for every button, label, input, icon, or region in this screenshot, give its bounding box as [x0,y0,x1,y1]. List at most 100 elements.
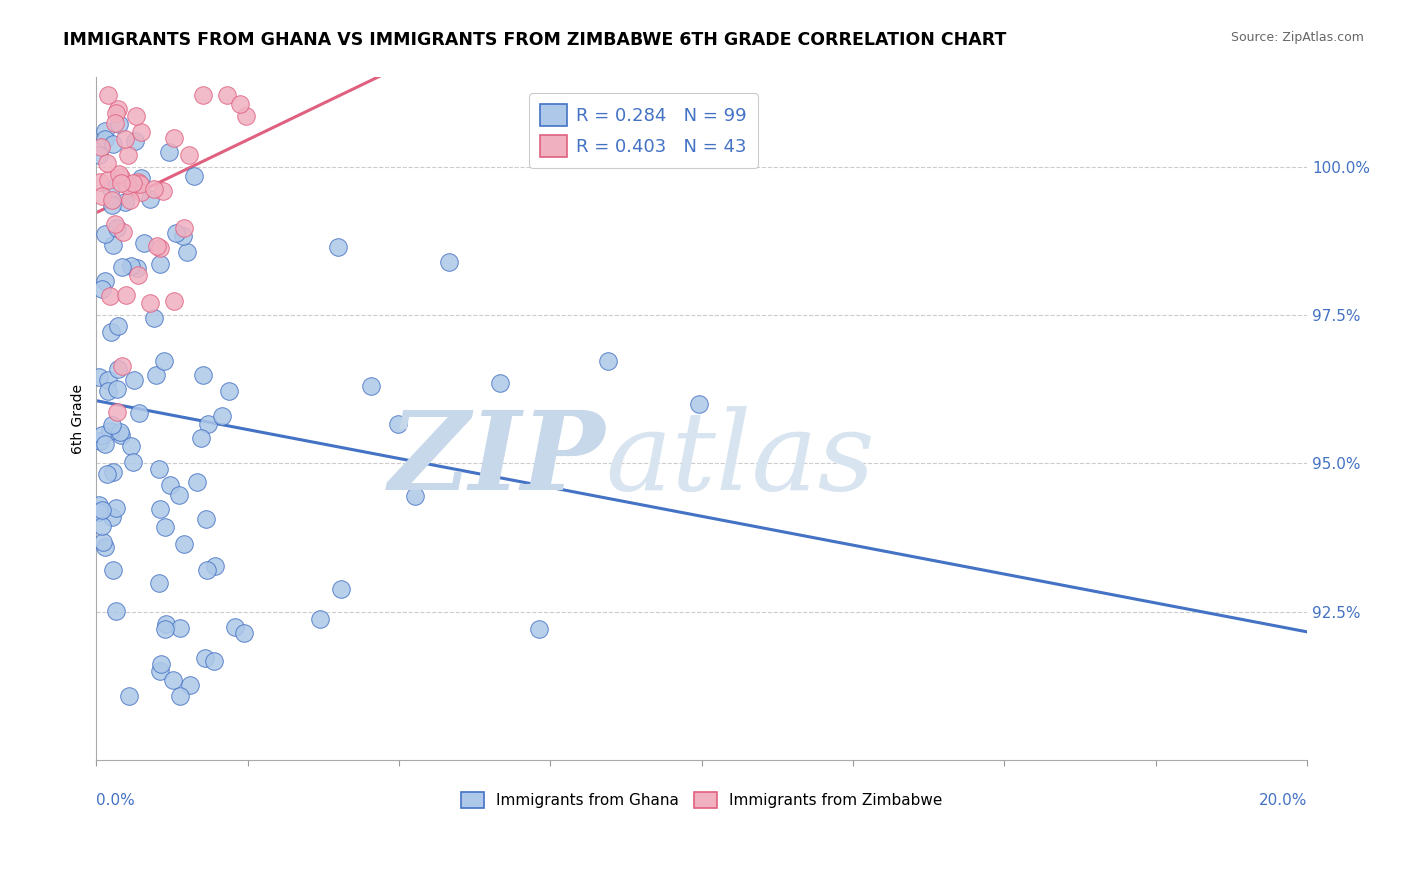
Point [121,455,143,469]
Point [125,109,148,123]
Point [91,519,114,533]
Point [110,427,132,442]
Point [218,384,240,398]
Point [163,294,186,309]
Point [148,575,170,590]
Point [129,177,152,191]
Point [193,650,215,665]
Point [101,238,124,252]
Point [129,170,152,185]
Point [204,558,226,573]
Point [101,194,124,208]
Point [173,536,195,550]
Point [104,116,127,130]
Text: atlas: atlas [605,406,875,514]
Point [117,148,139,162]
Point [215,88,238,103]
Point [111,260,134,274]
Text: IMMIGRANTS FROM GHANA VS IMMIGRANTS FROM ZIMBABWE 6TH GRADE CORRELATION CHART: IMMIGRANTS FROM GHANA VS IMMIGRANTS FROM… [63,31,1007,49]
Point [157,145,180,159]
Point [194,511,217,525]
Point [107,382,129,396]
Point [329,582,352,597]
Point [101,418,124,433]
Point [149,665,172,679]
Point [96,155,118,169]
Point [360,379,382,393]
Point [165,226,187,240]
Point [142,182,165,196]
Point [176,244,198,259]
Y-axis label: 6th Grade: 6th Grade [72,384,86,454]
Point [105,500,128,515]
Point [186,475,208,490]
Point [107,167,129,181]
Point [107,362,129,376]
Point [96,467,118,481]
Point [107,102,129,116]
Point [94,275,117,289]
Point [149,241,172,255]
Point [169,621,191,635]
Point [232,626,254,640]
Legend: Immigrants from Ghana, Immigrants from Zimbabwe: Immigrants from Ghana, Immigrants from Z… [454,786,949,814]
Point [688,397,710,411]
Point [387,417,409,431]
Text: 0.0%: 0.0% [97,793,135,808]
Point [94,132,117,146]
Point [97,384,120,399]
Point [145,368,167,383]
Point [228,96,250,111]
Point [529,622,551,636]
Point [118,689,141,703]
Point [91,282,114,296]
Text: Source: ZipAtlas.com: Source: ZipAtlas.com [1230,31,1364,45]
Point [211,409,233,423]
Text: 20.0%: 20.0% [1258,793,1308,808]
Point [110,425,132,440]
Point [89,498,111,512]
Point [127,261,149,276]
Point [120,193,142,207]
Point [202,654,225,668]
Point [101,198,124,212]
Point [146,239,169,253]
Point [124,374,146,388]
Text: ZIP: ZIP [388,406,605,514]
Point [122,176,145,190]
Point [101,466,124,480]
Point [91,503,114,517]
Point [488,376,510,390]
Point [128,405,150,419]
Point [177,148,200,162]
Point [155,616,177,631]
Point [183,169,205,183]
Point [97,373,120,387]
Point [132,235,155,250]
Point [105,405,128,419]
Point [404,489,426,503]
Point [112,225,135,239]
Point [105,105,128,120]
Point [172,228,194,243]
Point [179,678,201,692]
Point [169,488,191,502]
Point [153,354,176,368]
Point [91,535,114,549]
Point [139,192,162,206]
Point [598,354,620,368]
Point [149,501,172,516]
Point [101,563,124,577]
Point [90,140,112,154]
Point [120,439,142,453]
Point [93,124,115,138]
Point [120,259,142,273]
Point [142,310,165,325]
Point [139,296,162,310]
Point [111,359,134,374]
Point [98,424,121,438]
Point [89,175,111,189]
Point [105,604,128,618]
Point [100,182,122,196]
Point [193,88,215,103]
